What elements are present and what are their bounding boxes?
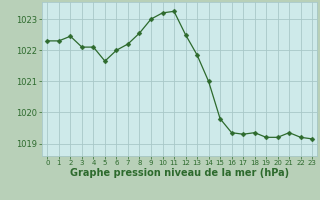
X-axis label: Graphe pression niveau de la mer (hPa): Graphe pression niveau de la mer (hPa) [70, 168, 289, 178]
